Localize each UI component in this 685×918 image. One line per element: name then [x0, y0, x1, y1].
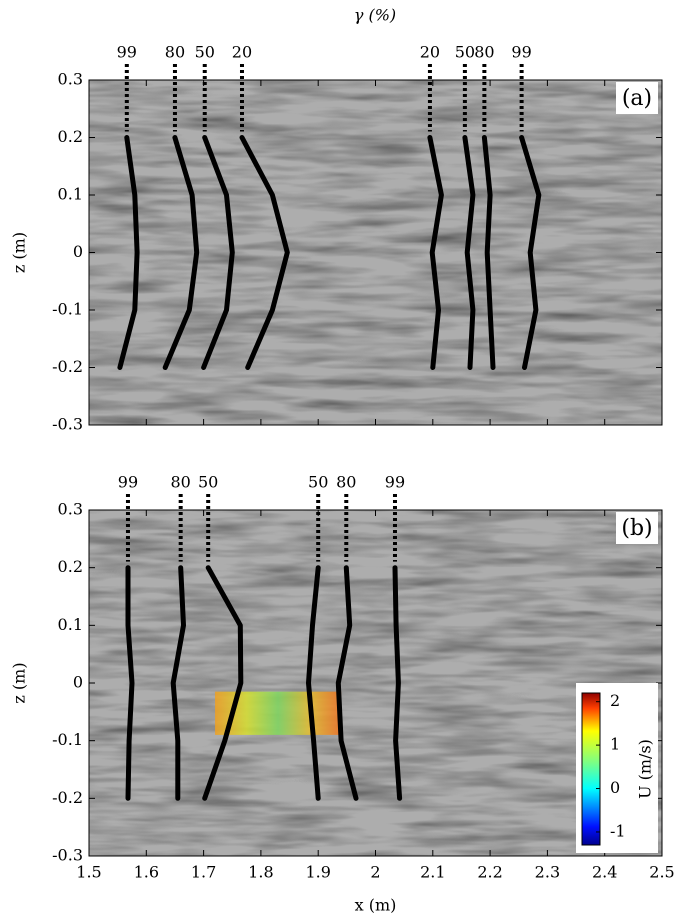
gamma-contour: [519, 135, 542, 370]
gamma-contour: [117, 135, 140, 370]
contour-label: 80: [336, 473, 356, 492]
gamma-contour: [125, 565, 135, 801]
y-tick-label: 0.3: [58, 70, 83, 89]
x-tick-label: 2.1: [420, 863, 445, 882]
contour-label: 99: [118, 473, 138, 492]
colorbar-tick-label: -1: [610, 821, 626, 840]
photo-texture: [89, 80, 662, 425]
x-tick-label: 1.7: [191, 863, 216, 882]
contour-label: 20: [420, 43, 440, 62]
y-tick-label: 0: [73, 242, 83, 261]
colorbar-tick-label: 0: [610, 778, 620, 797]
contour-label: 99: [385, 473, 405, 492]
y-tick-label: 0.1: [58, 185, 83, 204]
y-tick-label: -0.3: [52, 846, 83, 865]
colorbar: [581, 692, 601, 846]
contour-label: 80: [171, 473, 191, 492]
y-axis-label: z (m): [10, 662, 29, 703]
contour-label: 80: [165, 43, 185, 62]
x-tick-label: 1.5: [76, 863, 101, 882]
y-tick-label: -0.2: [52, 357, 83, 376]
contour-label: 50: [455, 43, 475, 62]
panel-label: (a): [622, 86, 652, 111]
contour-label: 50: [308, 473, 328, 492]
y-tick-label: 0.2: [58, 557, 83, 576]
y-tick-label: 0.1: [58, 615, 83, 634]
colorbar-tick-label: 1: [610, 735, 620, 754]
gamma-contour: [306, 565, 321, 801]
gamma-contour: [239, 135, 290, 370]
y-tick-label: 0.3: [58, 500, 83, 519]
gamma-contour: [202, 565, 244, 801]
x-tick-label: 2.3: [535, 863, 560, 882]
gamma-contour: [392, 565, 403, 801]
y-tick-label: -0.3: [52, 415, 83, 434]
colorbar-tick-label: 2: [610, 691, 620, 710]
gamma-contour: [170, 565, 186, 801]
x-tick-label: 2.4: [592, 863, 617, 882]
panel-label: (b): [621, 516, 652, 541]
y-tick-label: -0.1: [52, 300, 83, 319]
x-tick-label: 2.5: [649, 863, 674, 882]
gamma-contour: [462, 135, 476, 370]
gamma-contour: [481, 135, 496, 370]
y-tick-label: 0.2: [58, 127, 83, 146]
y-tick-label: -0.2: [52, 788, 83, 807]
gamma-contour: [335, 565, 359, 801]
contour-label: 50: [198, 473, 218, 492]
x-tick-label: 1.8: [248, 863, 273, 882]
x-tick-label: 1.6: [134, 863, 159, 882]
contour-label: 50: [195, 43, 215, 62]
photo-texture: [89, 510, 662, 856]
y-axis-label: z (m): [10, 232, 29, 273]
panel-label-box: [616, 82, 658, 114]
contour-label: 99: [117, 43, 137, 62]
gamma-contour: [427, 135, 444, 370]
contour-label: 20: [232, 43, 252, 62]
top-axis-title: γ (%): [354, 6, 396, 25]
x-axis-label: x (m): [355, 896, 397, 915]
x-tick-label: 2.2: [477, 863, 502, 882]
y-tick-label: 0: [73, 673, 83, 692]
colorbar-label: U (m/s): [636, 739, 655, 799]
gamma-contour: [201, 135, 235, 370]
y-tick-label: -0.1: [52, 730, 83, 749]
contour-label: 80: [474, 43, 494, 62]
panel-label-box: [616, 512, 658, 544]
contour-label: 99: [511, 43, 531, 62]
x-tick-label: 2: [370, 863, 380, 882]
x-tick-label: 1.9: [305, 863, 330, 882]
gamma-contour: [162, 135, 200, 370]
